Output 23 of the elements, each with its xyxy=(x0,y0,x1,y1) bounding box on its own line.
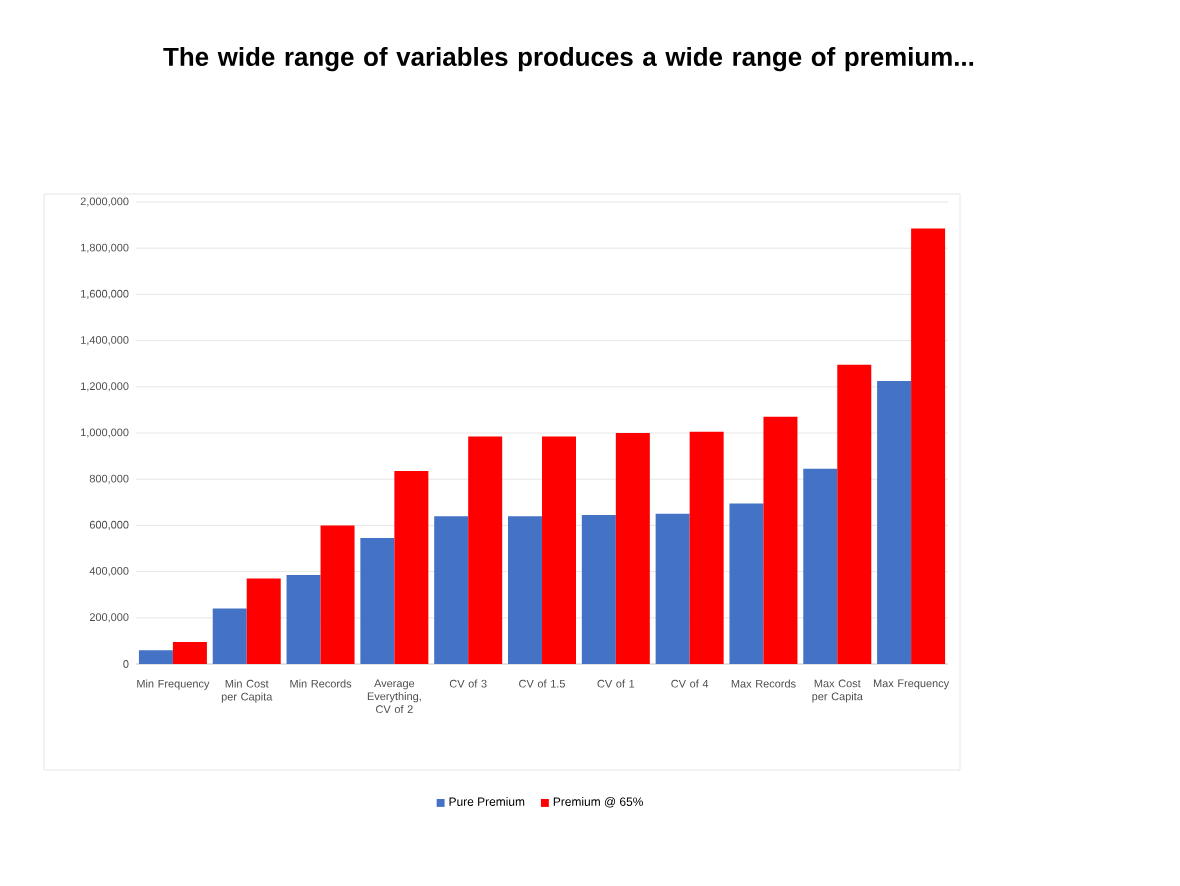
bar xyxy=(542,436,577,664)
bar xyxy=(468,436,503,664)
bar xyxy=(655,513,690,664)
bar xyxy=(508,516,543,664)
bar xyxy=(434,516,469,664)
bar xyxy=(803,468,838,664)
bar xyxy=(286,575,321,664)
bar xyxy=(729,503,764,664)
bar xyxy=(360,538,395,664)
bar xyxy=(689,431,724,664)
bar xyxy=(138,650,173,664)
bar xyxy=(394,471,429,664)
bar xyxy=(320,525,355,664)
bar xyxy=(212,608,247,664)
bar xyxy=(246,578,281,664)
bar xyxy=(615,433,650,664)
bar xyxy=(172,642,207,664)
bar xyxy=(581,515,616,664)
chart-title: The wide range of variables produces a wide range of premium... xyxy=(163,47,974,72)
bar xyxy=(877,381,912,664)
bar xyxy=(837,364,872,664)
bar xyxy=(911,228,946,664)
bar xyxy=(763,416,798,664)
